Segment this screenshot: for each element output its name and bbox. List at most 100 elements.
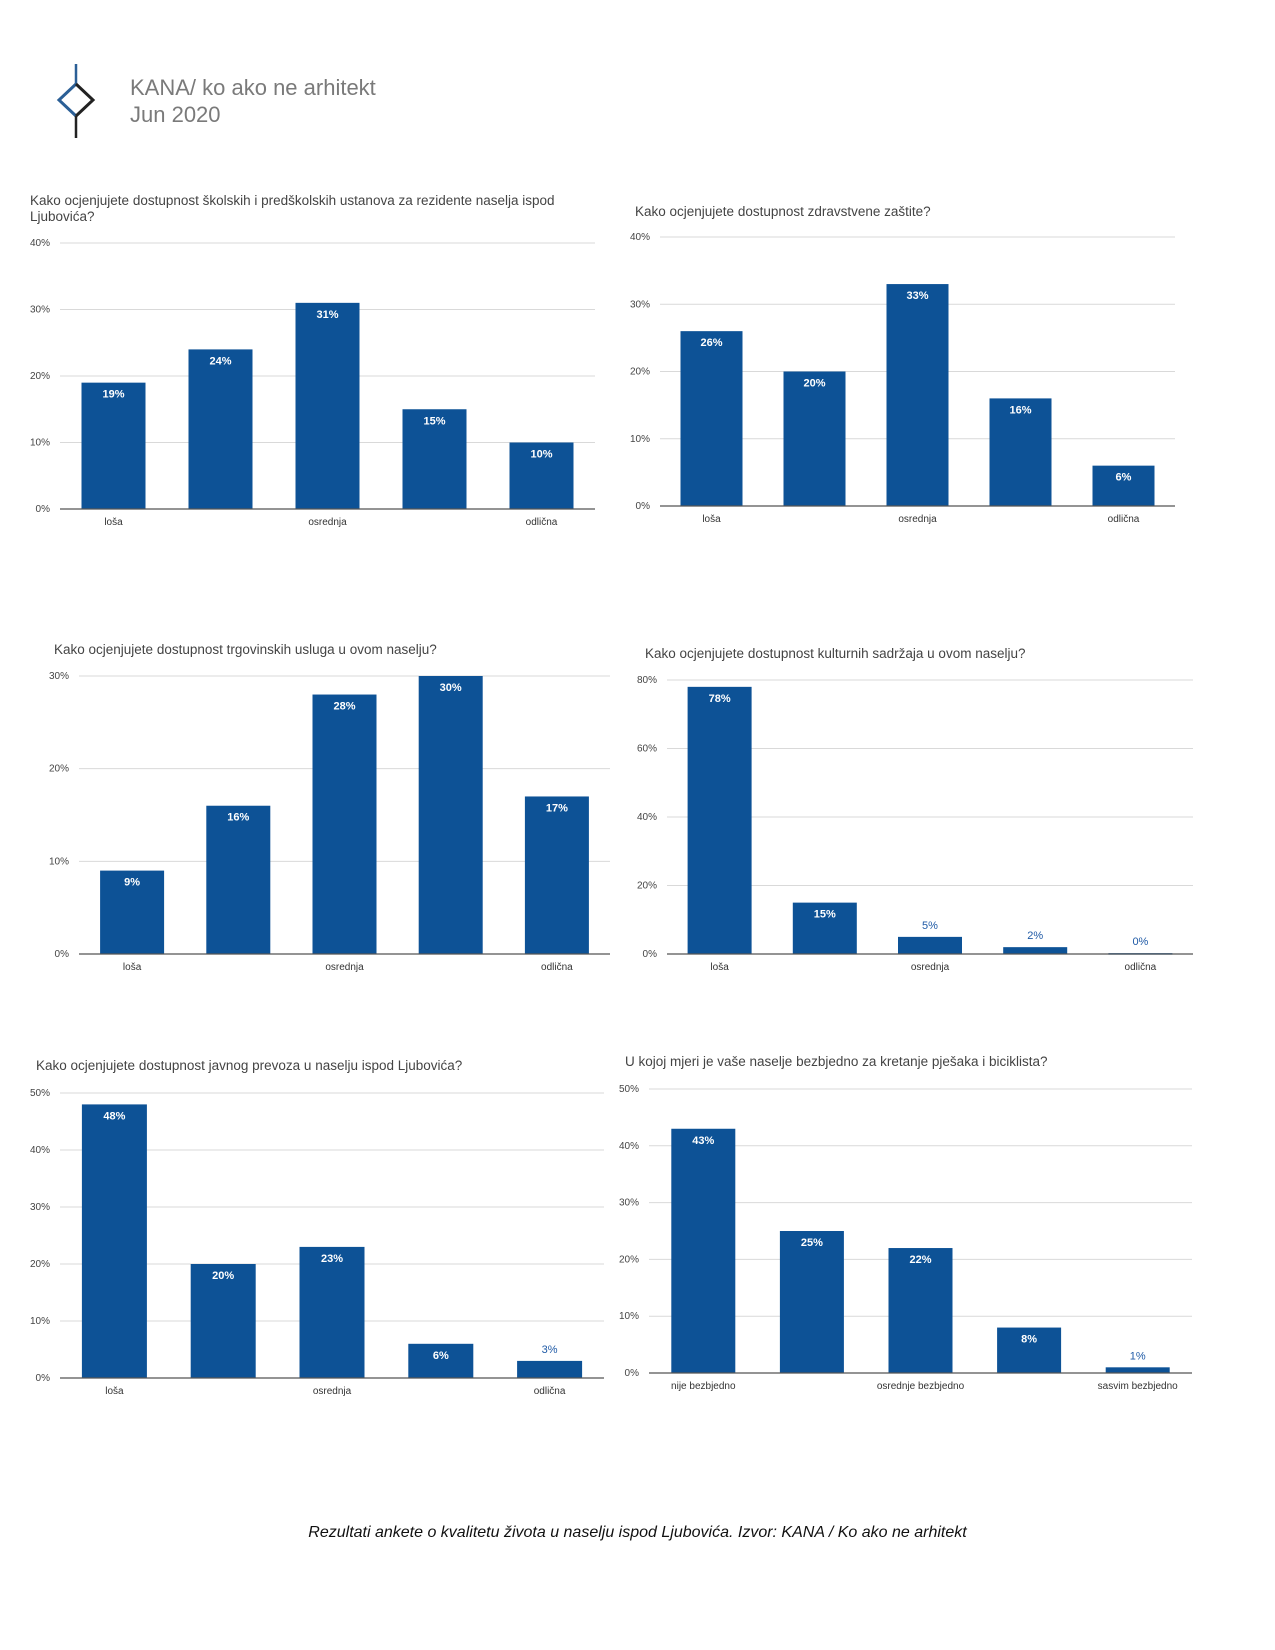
x-category-label: loša <box>105 1386 124 1397</box>
chart-culture: Kako ocjenjujete dostupnost kulturnih sa… <box>637 646 1210 981</box>
kana-logo-icon <box>56 64 96 138</box>
x-category-label: odlična <box>1125 962 1157 973</box>
y-tick-label: 40% <box>30 238 50 249</box>
data-label: 26% <box>700 337 722 349</box>
data-label: 48% <box>103 1110 125 1122</box>
chart-plot: 0% 10% 20% 30% 9% loša 16% 28% osrednja 30% 17% odl… <box>49 671 610 973</box>
y-tick-label: 40% <box>619 1141 639 1152</box>
y-tick-label: 60% <box>637 744 657 755</box>
y-tick-label: 10% <box>49 856 69 867</box>
x-category-label: osrednje bezbjedno <box>877 1381 965 1392</box>
data-label: 16% <box>227 812 249 824</box>
bar <box>671 1128 736 1373</box>
data-label: 16% <box>1009 404 1031 416</box>
y-tick-label: 20% <box>619 1254 639 1265</box>
data-label: 15% <box>814 909 836 921</box>
x-category-label: loša <box>123 962 142 973</box>
data-label: 23% <box>321 1253 343 1265</box>
bar <box>997 1327 1062 1373</box>
data-label: 28% <box>333 701 355 713</box>
bar <box>100 870 165 954</box>
y-tick-label: 30% <box>30 305 50 316</box>
bar <box>687 686 752 954</box>
data-label: 31% <box>316 309 338 321</box>
bar <box>517 1360 583 1378</box>
data-label: 5% <box>922 920 938 932</box>
y-tick-label: 20% <box>30 371 50 382</box>
data-label: 19% <box>102 389 124 401</box>
bar <box>509 442 574 509</box>
data-label: 43% <box>692 1135 714 1147</box>
x-category-label: odlična <box>526 517 558 528</box>
data-label: 8% <box>1021 1334 1037 1346</box>
data-label: 3% <box>542 1344 558 1356</box>
chart-plot: 0% 20% 40% 60% 80% 78% loša 15% 5% osrednja 2% 0% od… <box>637 675 1193 973</box>
data-label: 30% <box>440 682 462 694</box>
chart-title: Kako ocjenjujete dostupnost zdravstvene … <box>635 204 931 219</box>
bar <box>81 1104 147 1378</box>
bar <box>783 371 846 506</box>
y-tick-label: 30% <box>30 1202 50 1213</box>
bar <box>312 694 377 954</box>
y-tick-label: 10% <box>619 1311 639 1322</box>
x-category-label: osrednja <box>313 1386 352 1397</box>
y-tick-label: 40% <box>30 1145 50 1156</box>
y-tick-label: 10% <box>630 434 650 445</box>
figure-caption: Rezultati ankete o kvalitetu života u na… <box>308 1524 967 1541</box>
y-tick-label: 30% <box>619 1198 639 1209</box>
data-label: 10% <box>530 449 552 461</box>
x-category-label: loša <box>104 517 123 528</box>
bar <box>1105 1367 1170 1373</box>
x-category-label: osrednja <box>911 962 950 973</box>
bar <box>524 796 589 954</box>
bar <box>295 302 360 509</box>
y-tick-label: 50% <box>30 1088 50 1099</box>
chart-safety: U kojoj mjeri je vaše naselje bezbjedno … <box>619 1054 1205 1406</box>
x-category-label: odlična <box>541 962 573 973</box>
y-tick-label: 0% <box>643 949 658 960</box>
y-tick-label: 0% <box>636 501 651 512</box>
bar <box>886 284 949 506</box>
y-tick-label: 50% <box>619 1084 639 1095</box>
chart-title: Kako ocjenjujete dostupnost kulturnih sa… <box>645 646 1026 661</box>
bar <box>898 936 962 954</box>
chart-transport: Kako ocjenjujete dostupnost javnog prevo… <box>30 1058 626 1408</box>
data-label: 1% <box>1130 1350 1146 1362</box>
y-tick-label: 0% <box>36 504 51 515</box>
data-label: 6% <box>433 1350 449 1362</box>
brand-name: KANA/ ko ako ne arhitekt <box>130 75 376 100</box>
bar <box>81 382 146 509</box>
data-label: 20% <box>803 378 825 390</box>
y-tick-label: 80% <box>637 675 657 686</box>
y-tick-label: 10% <box>30 1316 50 1327</box>
chart-plot: 0% 10% 20% 30% 40% 50% 43% nije bezbjedno 25% 22%… <box>619 1084 1192 1392</box>
chart-plot: 0% 10% 20% 30% 40% 19% loša 24% 31% osrednja 15% 10… <box>30 238 595 528</box>
data-label: 22% <box>909 1254 931 1266</box>
y-tick-label: 30% <box>630 299 650 310</box>
x-category-label: osrednja <box>308 517 347 528</box>
report-date: Jun 2020 <box>130 102 221 127</box>
y-tick-label: 0% <box>55 949 70 960</box>
bar <box>408 1343 474 1378</box>
x-category-label: odlična <box>534 1386 566 1397</box>
data-label: 33% <box>906 290 928 302</box>
page-header: KANA/ ko ako ne arhitekt Jun 2020 <box>55 62 555 142</box>
data-label: 2% <box>1027 930 1043 942</box>
chart-plot: 0% 10% 20% 30% 40% 26% loša 20% 33% osrednja 16% 6%… <box>630 232 1175 525</box>
x-category-label: osrednja <box>325 962 364 973</box>
x-category-label: osrednja <box>898 514 937 525</box>
bar <box>188 349 253 509</box>
bar <box>190 1264 256 1378</box>
data-label: 20% <box>212 1270 234 1282</box>
bar <box>1003 947 1068 954</box>
bar <box>792 902 857 954</box>
x-category-label: sasvim bezbjedno <box>1098 1381 1178 1392</box>
chart-schools: Kako ocjenjujete dostupnost školskih i p… <box>30 193 610 538</box>
data-label: 17% <box>546 802 568 814</box>
data-label: 25% <box>801 1237 823 1249</box>
y-tick-label: 0% <box>36 1373 51 1384</box>
bar <box>206 805 271 954</box>
chart-title: Kako ocjenjujete dostupnost školskih i p… <box>30 193 555 224</box>
chart-healthcare: Kako ocjenjujete dostupnost zdravstvene … <box>630 204 1195 534</box>
x-category-label: nije bezbjedno <box>671 1381 736 1392</box>
